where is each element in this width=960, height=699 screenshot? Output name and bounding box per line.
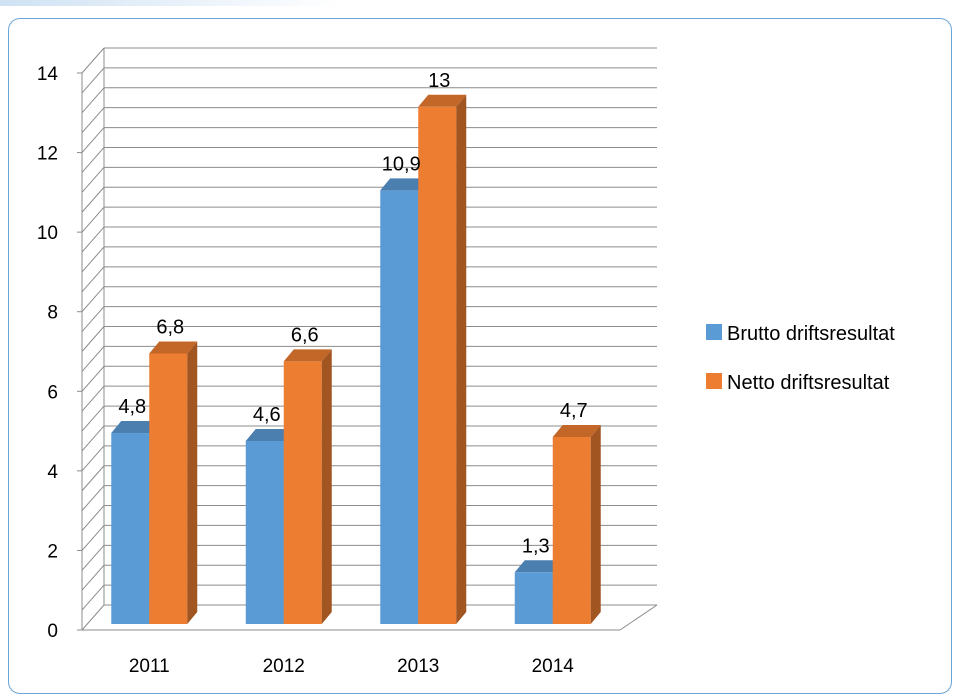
gridline-side: [81, 544, 105, 571]
gridline-side: [81, 425, 105, 452]
bar-top: [418, 94, 467, 107]
legend-label-netto: Netto driftsresultat: [727, 372, 890, 394]
gridline-side: [81, 206, 105, 233]
bar-front: [514, 572, 553, 624]
gridline-side: [81, 564, 105, 591]
floor-right-edge: [619, 604, 658, 631]
gridline-side: [81, 505, 105, 531]
bar-front: [111, 433, 150, 624]
bar-top: [149, 341, 198, 354]
bar-front: [283, 361, 322, 624]
bar-side: [321, 349, 332, 624]
gridline-side: [81, 584, 105, 611]
data-label: 4,8: [118, 396, 146, 418]
bar: [283, 349, 332, 624]
gridline-side: [81, 167, 105, 193]
gridline-side: [81, 107, 105, 134]
gridline-side: [81, 346, 105, 372]
y-tick-label: 4: [47, 462, 58, 483]
gridline-side: [81, 306, 105, 332]
gridline-side: [81, 186, 105, 213]
gridline-side: [81, 604, 105, 631]
gridline-side: [81, 87, 105, 114]
data-label: 10,9: [382, 153, 421, 175]
gridline-side: [81, 385, 105, 412]
data-label: 4,7: [560, 400, 588, 422]
y-tick-label: 0: [47, 621, 58, 642]
bar-top: [380, 178, 429, 191]
data-label: 1,3: [522, 535, 550, 557]
bar-top: [245, 428, 294, 441]
gridline-side: [81, 326, 105, 352]
x-tick-label: 2012: [263, 656, 305, 677]
gridline-side: [81, 405, 105, 432]
y-tick-label: 14: [37, 64, 59, 85]
bar: [552, 425, 601, 624]
x-tick-label: 2013: [397, 656, 439, 677]
legend: Brutto driftsresultat Netto driftsresult…: [706, 323, 895, 394]
y-tick-label: 2: [47, 541, 58, 562]
bar-front: [552, 437, 591, 624]
x-tick-label: 2014: [532, 656, 575, 677]
y-tick-label: 8: [47, 303, 58, 324]
data-label: 4,6: [253, 404, 281, 426]
bar: [418, 94, 467, 625]
gridline-side: [81, 266, 105, 293]
bar-top: [514, 560, 563, 573]
gridline-side: [81, 47, 105, 74]
bar-top: [111, 421, 160, 434]
gridline-side: [81, 127, 105, 153]
gridline-side: [81, 365, 105, 392]
gridline-side: [81, 286, 105, 313]
axis-layer: 0 2 4 6 8 10 12 14 2011 2012 2013 2014: [37, 64, 574, 677]
bar-front: [149, 353, 188, 624]
gridline-side: [81, 67, 105, 94]
bar-front: [380, 190, 419, 625]
bar-side: [187, 341, 198, 624]
gridline-side: [81, 147, 105, 173]
bar-front: [245, 440, 284, 624]
data-label: 6,8: [156, 316, 184, 338]
bar-front: [418, 106, 457, 625]
data-label: 13: [428, 70, 450, 92]
legend-label-brutto: Brutto driftsresultat: [727, 323, 895, 345]
bar-side: [456, 94, 467, 625]
gridline-side: [81, 465, 105, 492]
x-tick-label: 2011: [129, 656, 170, 677]
legend-swatch-brutto: [706, 324, 722, 340]
y-tick-label: 6: [47, 382, 58, 403]
bar-side: [590, 425, 601, 624]
gridline-side: [81, 445, 105, 472]
label-layer: 4,8 6,8 4,6 6,6 10,9 13 1,3 4,7: [118, 70, 587, 557]
gridline-side: [81, 246, 105, 273]
y-tick-label: 10: [37, 223, 58, 244]
legend-swatch-netto: [706, 373, 722, 389]
y-tick-label: 12: [37, 144, 58, 165]
bar-top: [283, 349, 332, 362]
data-label: 6,6: [291, 324, 319, 346]
gridline-side: [81, 485, 105, 511]
header-strip: [0, 0, 340, 6]
bar: [149, 341, 198, 624]
bar-layer: [111, 94, 601, 625]
gridline-side: [81, 525, 105, 551]
gridline-side: [81, 226, 105, 253]
bar-top: [552, 425, 601, 438]
